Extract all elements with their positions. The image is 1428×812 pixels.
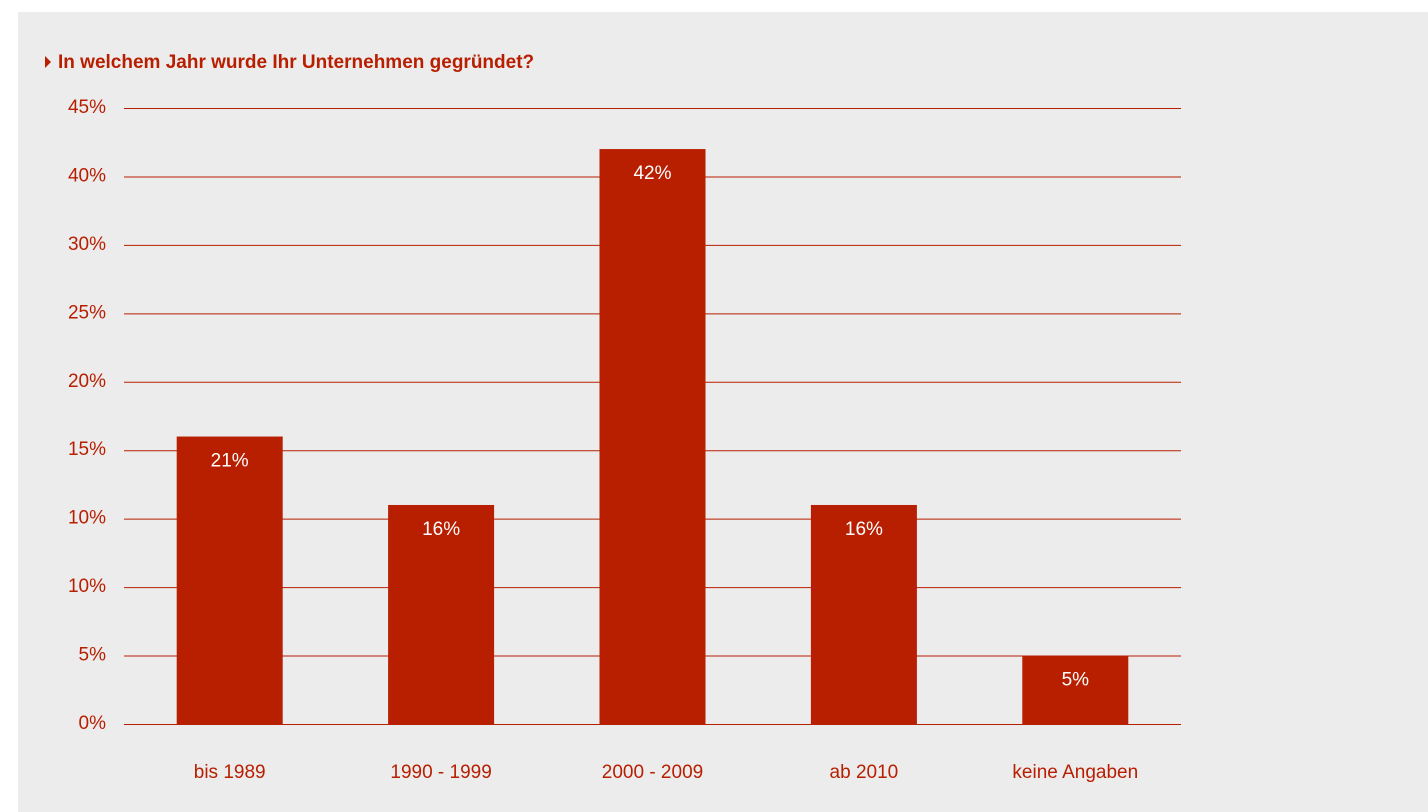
x-tick-label: 2000 - 2009 xyxy=(602,762,703,783)
x-tick-label: bis 1989 xyxy=(194,762,266,783)
bar xyxy=(1022,655,1129,724)
bar xyxy=(599,149,706,725)
y-tick-label: 5% xyxy=(79,645,107,666)
bar xyxy=(176,436,283,724)
x-tick-label: ab 2010 xyxy=(830,762,899,783)
bar xyxy=(810,504,917,724)
x-tick-label: 1990 - 1999 xyxy=(390,762,491,783)
y-tick-label: 25% xyxy=(68,302,106,323)
bar xyxy=(388,504,495,724)
value-label: 21% xyxy=(211,451,249,472)
title-marker xyxy=(45,56,51,68)
y-tick-label: 30% xyxy=(68,234,106,255)
y-tick-label: 15% xyxy=(68,439,106,460)
y-tick-label: 40% xyxy=(68,165,106,186)
y-tick-label: 10% xyxy=(68,576,106,597)
x-tick-label: keine Angaben xyxy=(1012,762,1138,783)
y-tick-label: 0% xyxy=(79,713,107,734)
y-tick-label: 10% xyxy=(68,508,106,529)
value-label: 16% xyxy=(845,519,883,540)
y-tick-label: 20% xyxy=(68,371,106,392)
chart-title: In welchem Jahr wurde Ihr Unternehmen ge… xyxy=(58,52,534,73)
value-label: 42% xyxy=(633,163,671,184)
value-label: 5% xyxy=(1062,670,1090,691)
y-tick-label: 45% xyxy=(68,97,106,118)
value-label: 16% xyxy=(422,519,460,540)
